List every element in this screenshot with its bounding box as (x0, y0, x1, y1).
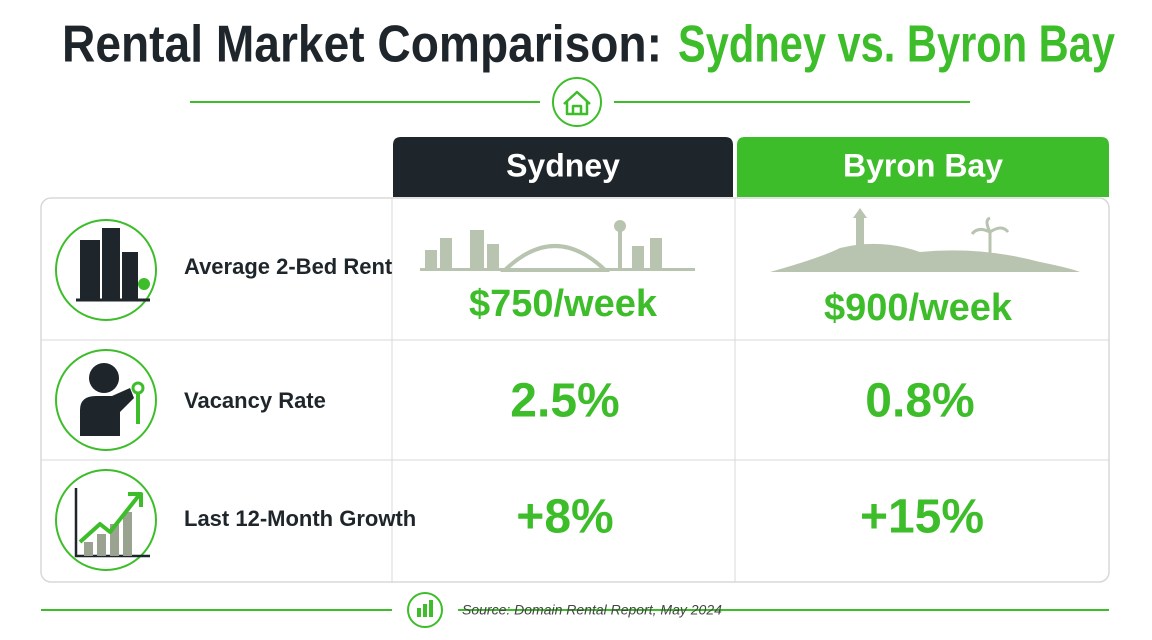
tower-top (614, 220, 626, 232)
skyline-building (425, 250, 437, 270)
trend-arrow (78, 492, 143, 544)
column-header: Byron Bay (843, 147, 1003, 183)
skyline-ground (420, 268, 695, 271)
building (80, 240, 100, 300)
icon-bar (417, 608, 421, 617)
sydney-skyline (420, 220, 695, 272)
hills (770, 243, 1080, 272)
bar (97, 534, 106, 556)
cell-value: +8% (516, 491, 613, 544)
icon-bar (429, 600, 433, 617)
cell-value: $900/week (824, 287, 1013, 329)
building (122, 252, 138, 300)
skyline-building (632, 246, 644, 270)
house-icon-ring (552, 77, 602, 127)
source: Source: Domain Rental Report, May 2024 (462, 602, 722, 618)
icon-bar (423, 604, 427, 617)
row-label: Average 2-Bed Rent (184, 254, 393, 279)
cell-value: 0.8% (865, 375, 974, 428)
title-highlight: Sydney vs. Byron Bay (678, 16, 1115, 74)
column-header-bg (737, 137, 1109, 197)
skyline-building (440, 238, 452, 270)
skyline-building (470, 230, 484, 270)
bar (123, 512, 132, 556)
row-label: Last 12-Month Growth (184, 506, 416, 531)
table-border (40, 197, 1110, 583)
chart-icon (417, 600, 433, 617)
skyline-building (487, 244, 499, 270)
bar (84, 542, 93, 556)
skyline-building (650, 238, 662, 270)
row-label: Vacancy Rate (184, 388, 326, 413)
lighthouse (856, 218, 864, 250)
bar (110, 524, 119, 556)
cell-value: 2.5% (510, 375, 619, 428)
head (89, 363, 119, 393)
lighthouse-top (853, 208, 867, 218)
buildings-icon (76, 228, 150, 302)
bridge (500, 244, 610, 272)
tree (138, 278, 150, 290)
title: Rental Market Comparison: (62, 16, 662, 74)
person-key-icon (80, 363, 145, 436)
building (102, 228, 120, 300)
column-header: Sydney (506, 147, 620, 183)
byron-landscape (770, 208, 1080, 272)
column-header-bg (393, 137, 733, 197)
body (80, 388, 134, 436)
house-icon (563, 90, 591, 116)
palm (970, 216, 1010, 256)
cell-value: $750/week (469, 283, 658, 325)
tower (618, 222, 622, 270)
cell-value: +15% (860, 491, 984, 544)
growth-icon (74, 488, 150, 558)
